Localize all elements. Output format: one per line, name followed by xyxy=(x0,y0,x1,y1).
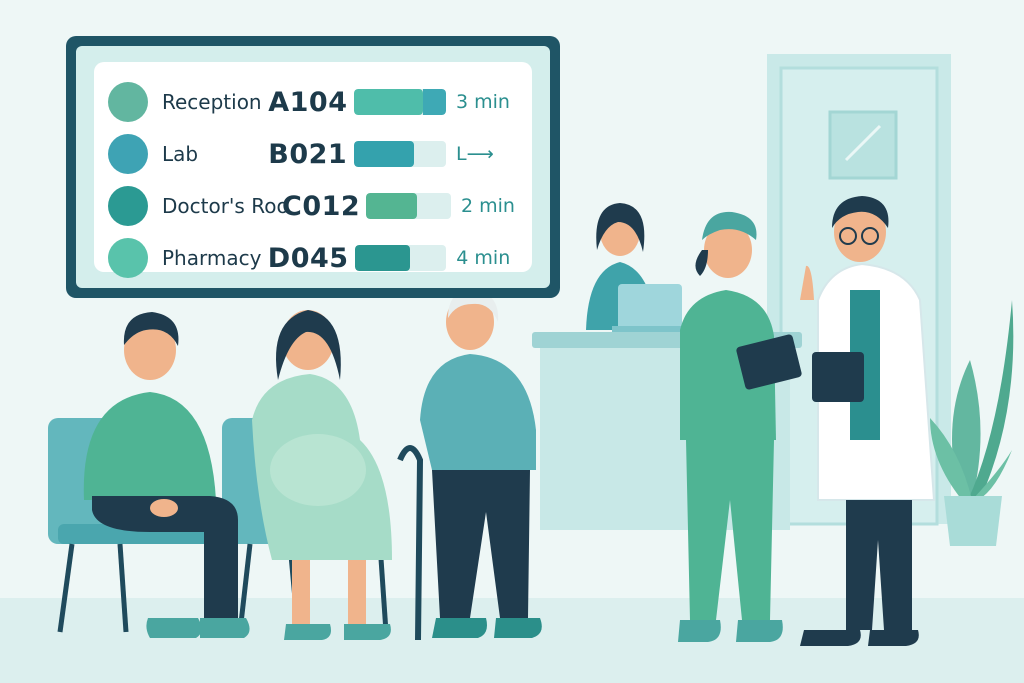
elderly-man-with-cane xyxy=(397,290,542,641)
ticket-number: B021 xyxy=(268,138,348,170)
queue-row-pharmacy: Pharmacy D045 4 min xyxy=(108,232,518,284)
progress-bar-fill xyxy=(353,141,414,167)
department-name: Lab xyxy=(162,142,199,166)
status-dot xyxy=(108,238,148,278)
progress-bar xyxy=(353,141,447,167)
queue-row-doctors-room: Doctor's Roo C012 2 min xyxy=(108,180,518,232)
progress-bar-fill xyxy=(354,245,410,271)
progress-bar-fill-segment xyxy=(422,89,446,115)
doctor-with-clipboard xyxy=(800,196,936,646)
progress-bar-fill xyxy=(366,193,418,219)
wait-time: 4 min xyxy=(456,247,511,269)
department-name: Reception xyxy=(162,90,262,114)
progress-bar xyxy=(353,89,447,115)
potted-plant xyxy=(930,300,1014,546)
status-dot xyxy=(108,186,148,226)
department-name: Doctor's Roo xyxy=(162,194,289,218)
receptionist xyxy=(586,203,692,332)
department-name: Pharmacy xyxy=(162,246,262,270)
pregnant-woman xyxy=(252,310,392,640)
queue-row-reception: Reception A104 3 min xyxy=(108,76,518,128)
progress-bar xyxy=(354,245,447,271)
queue-display-screen: Reception A104 3 min Lab B021 L⟶ xyxy=(76,46,550,288)
wait-time: 3 min xyxy=(456,91,510,113)
queue-row-lab: Lab B021 L⟶ xyxy=(108,128,518,180)
progress-bar-fill xyxy=(353,89,423,115)
ticket-number: D045 xyxy=(267,242,349,274)
wait-time: L⟶ xyxy=(456,143,494,165)
queue-display-board: Reception A104 3 min Lab B021 L⟶ xyxy=(66,36,560,298)
wait-time: 2 min xyxy=(460,195,515,217)
progress-bar xyxy=(366,193,451,219)
ticket-number: C012 xyxy=(282,190,361,222)
seated-man xyxy=(83,312,250,638)
ticket-number: A104 xyxy=(268,86,348,118)
queue-list: Reception A104 3 min Lab B021 L⟶ xyxy=(94,62,532,278)
status-dot xyxy=(108,82,148,122)
status-dot xyxy=(108,134,148,174)
nurse-with-tablet xyxy=(678,211,802,642)
